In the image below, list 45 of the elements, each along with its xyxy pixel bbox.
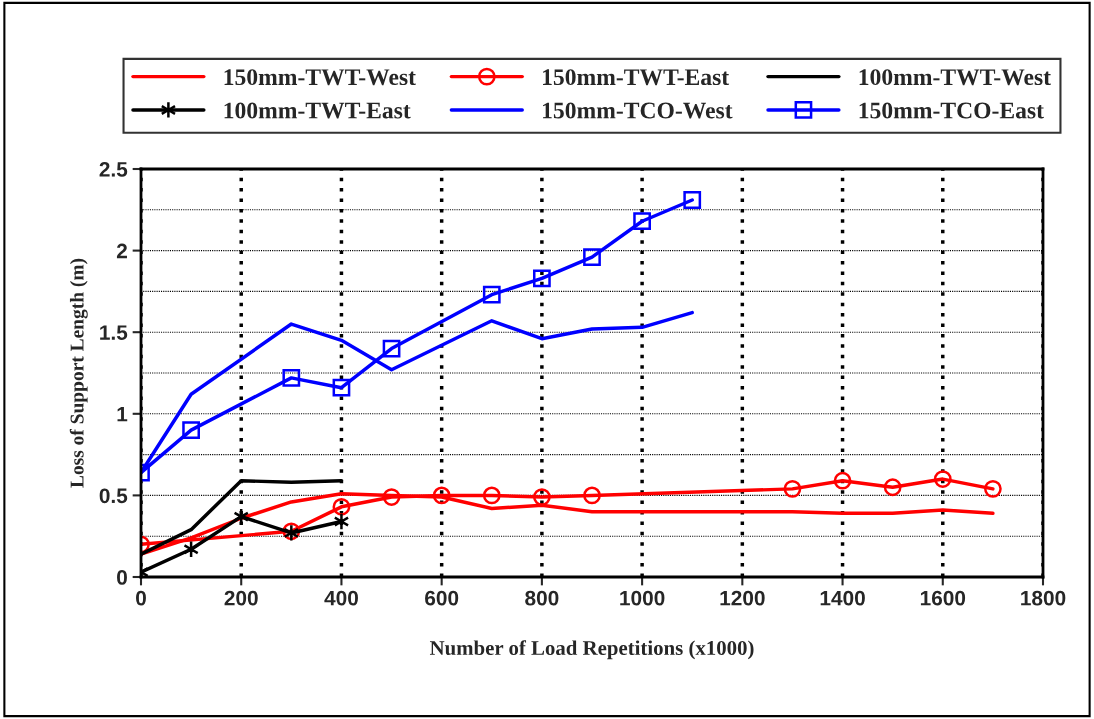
- point: [182, 421, 200, 440]
- legend-label: 150mm-TWT-East: [543, 69, 730, 86]
- x-tick-label: 400: [324, 590, 358, 606]
- x-axis-title: Number of Load Repetitions (x1000): [429, 640, 754, 660]
- x-tick-label: 600: [425, 590, 459, 606]
- y-tick-label: 1.5: [100, 325, 128, 340]
- x-tick-label: 1400: [820, 590, 865, 606]
- point: [332, 378, 351, 397]
- x-tick-label: 200: [224, 590, 258, 606]
- point: [783, 479, 802, 498]
- y-axis-title: Loss of Support Length (m): [69, 258, 88, 488]
- point: [833, 471, 852, 490]
- y-tick-label: 0: [117, 570, 127, 585]
- point: [482, 486, 501, 505]
- point: [583, 486, 601, 505]
- y-tick-label: 1: [117, 407, 128, 422]
- point: [382, 339, 401, 358]
- legend-label: 150mm-TCO-East: [859, 102, 1044, 119]
- point: [883, 478, 902, 497]
- point: [533, 269, 551, 288]
- legend-label: 150mm-TWT-West: [224, 69, 416, 86]
- legend-label: 100mm-TWT-East: [224, 102, 411, 119]
- point: [432, 486, 451, 505]
- point: [984, 479, 1002, 498]
- point: [282, 369, 301, 387]
- x-tick-label: 1000: [620, 590, 665, 606]
- x-tick-label: 1600: [920, 590, 966, 606]
- x-tick-label: 1800: [1021, 590, 1066, 606]
- x-tick-label: 800: [525, 590, 559, 606]
- y-tick-label: 2: [116, 243, 127, 259]
- x-tick-label: 1200: [720, 590, 765, 606]
- point: [382, 488, 401, 506]
- x-tick-label: 0: [136, 590, 146, 606]
- legend-label: 100mm-TWT-West: [859, 69, 1051, 86]
- point: [683, 191, 702, 209]
- point: [933, 470, 952, 488]
- point: [482, 285, 501, 304]
- y-tick-label: 2.5: [99, 162, 128, 177]
- point: [183, 540, 199, 559]
- point: [333, 512, 350, 531]
- point: [533, 488, 551, 506]
- legend-label: 150mm-TCO-West: [543, 102, 733, 119]
- y-tick-label: 0.5: [99, 488, 128, 504]
- point: [633, 212, 651, 231]
- point: [583, 248, 601, 267]
